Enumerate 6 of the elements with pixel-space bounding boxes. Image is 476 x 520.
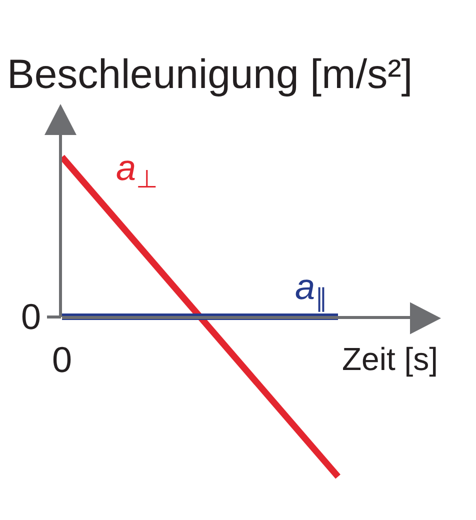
x-axis-title: Zeit [s] [342, 341, 438, 377]
series-label: a$_{∥}$ [295, 266, 328, 313]
series-label: a$_{⊥}$ [116, 147, 158, 194]
annotation: 0 [52, 339, 72, 380]
y-axis-title: Beschleunigung [m/s²] [7, 51, 413, 97]
text: 0 [21, 296, 42, 337]
